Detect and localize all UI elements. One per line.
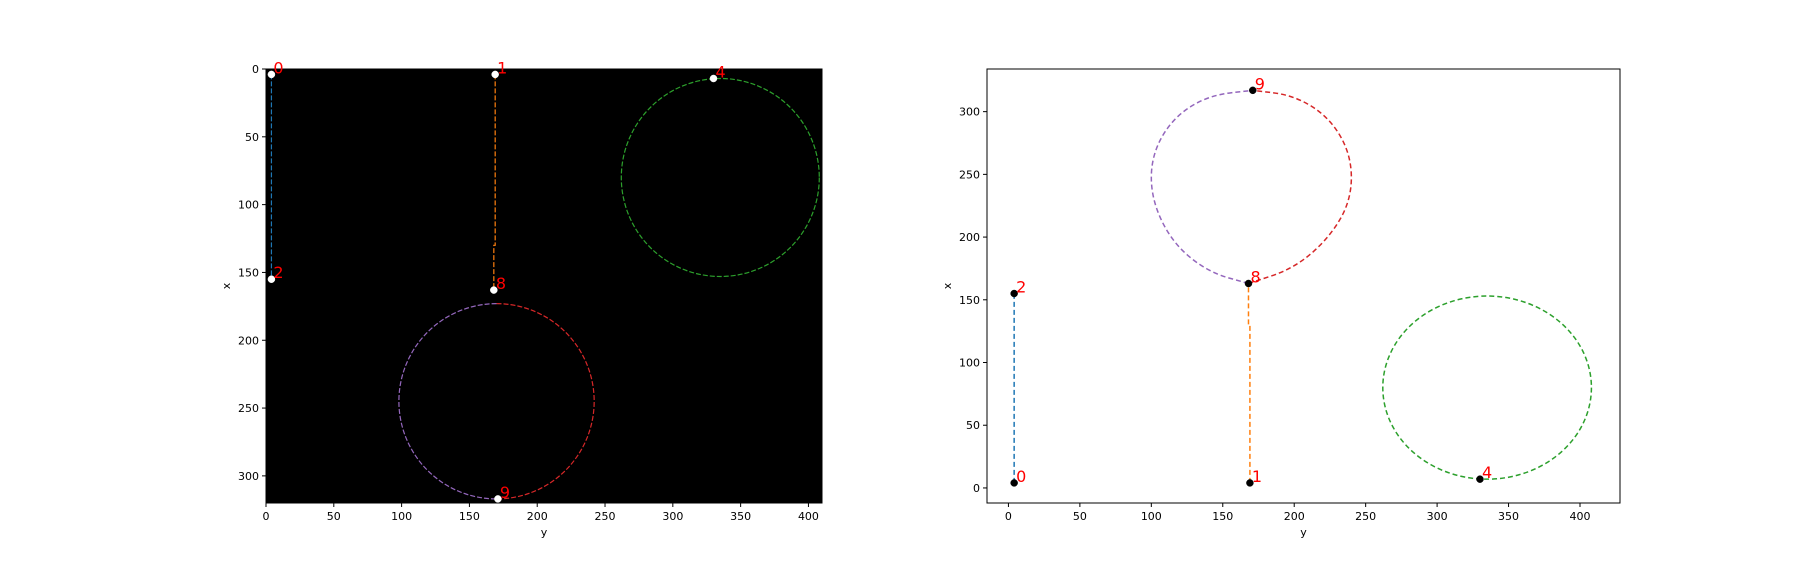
x-tick-label: 50 <box>327 510 341 523</box>
x-tick-label: 200 <box>1284 510 1305 523</box>
node-point <box>709 74 718 83</box>
y-tick-label: 300 <box>238 470 259 483</box>
x-tick-label: 300 <box>662 510 683 523</box>
right-scatter-panel: 0 50 100 150 200 250 300 350 400 0 50 100 150 200 250 3… <box>941 68 1621 539</box>
y-tick-label: 150 <box>959 294 980 307</box>
node-label: 2 <box>273 263 283 282</box>
series-arc-3 <box>496 303 595 500</box>
y-axis-label: x <box>941 282 954 289</box>
node-label: 8 <box>496 274 506 293</box>
x-tick-label: 400 <box>1569 510 1590 523</box>
series-line-1 <box>493 74 496 291</box>
y-tick-label: 150 <box>238 266 259 279</box>
node-point <box>1249 86 1257 95</box>
y-tick-label: 300 <box>959 106 980 119</box>
y-tick-label: 100 <box>959 357 980 370</box>
series-circle-2 <box>620 77 820 278</box>
x-tick-label: 250 <box>595 510 616 523</box>
node-point <box>494 495 502 503</box>
x-tick-label: 0 <box>1005 510 1012 523</box>
y-tick-label: 50 <box>245 131 259 144</box>
x-tick-label: 300 <box>1427 510 1448 523</box>
plot-area <box>986 68 1621 504</box>
x-tick-label: 400 <box>798 510 819 523</box>
node-point <box>1010 289 1018 298</box>
node-point <box>267 275 276 283</box>
node-point <box>1010 479 1018 487</box>
y-axis-label: x <box>220 282 233 289</box>
left-image-panel: 0 50 100 150 200 250 300 350 400 0 50 100 150 200 250 3… <box>220 58 823 539</box>
node-label: 9 <box>500 483 510 502</box>
node-label: 1 <box>1252 467 1262 486</box>
node-label: 4 <box>716 62 726 81</box>
x-tick-label: 150 <box>459 510 480 523</box>
x-tick-label: 100 <box>391 510 412 523</box>
y-tick-label: 50 <box>966 419 980 432</box>
node-label: 9 <box>1255 74 1265 93</box>
node-point <box>1476 475 1484 483</box>
node-point <box>267 70 276 79</box>
node-point <box>491 70 499 79</box>
y-tick-label: 0 <box>252 63 259 76</box>
y-tick-label: 250 <box>238 402 259 415</box>
node-point <box>1246 479 1254 487</box>
x-tick-label: 250 <box>1355 510 1376 523</box>
y-tick-label: 200 <box>238 334 259 347</box>
node-label: 8 <box>1250 267 1260 286</box>
x-tick-label: 350 <box>1498 510 1519 523</box>
x-axis-label: y <box>1300 526 1307 539</box>
y-tick-label: 250 <box>959 168 980 181</box>
node-label: 4 <box>1482 463 1492 482</box>
x-tick-label: 350 <box>730 510 751 523</box>
node-label: 0 <box>273 58 283 77</box>
node-label: 2 <box>1016 278 1026 297</box>
x-axis-label: y <box>541 526 548 539</box>
y-tick-label: 0 <box>973 482 980 495</box>
plot-area <box>265 68 823 504</box>
series-loop-4 <box>1150 89 1254 285</box>
series-arc-4 <box>398 303 497 500</box>
node-label: 0 <box>1016 467 1026 486</box>
series-line-1 <box>1247 283 1251 483</box>
series-loop-3 <box>1248 89 1353 285</box>
x-tick-label: 50 <box>1073 510 1087 523</box>
x-tick-label: 0 <box>263 510 270 523</box>
node-point <box>490 286 498 294</box>
series-circle-2 <box>1382 295 1593 480</box>
node-point <box>1244 279 1253 288</box>
node-label: 1 <box>497 58 507 77</box>
x-tick-label: 150 <box>1212 510 1233 523</box>
y-tick-label: 100 <box>238 199 259 212</box>
x-tick-label: 200 <box>527 510 548 523</box>
x-tick-label: 100 <box>1141 510 1162 523</box>
y-tick-label: 200 <box>959 231 980 244</box>
